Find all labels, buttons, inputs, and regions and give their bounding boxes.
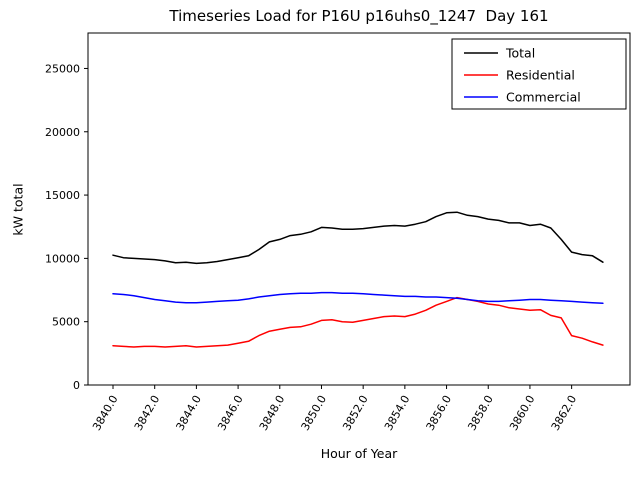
y-tick-label: 15000 bbox=[45, 189, 80, 202]
legend: Total Residential Commercial bbox=[451, 38, 627, 110]
chart-title: Timeseries Load for P16U p16uhs0_1247 Da… bbox=[169, 7, 549, 25]
x-tick-label: 3848.0 bbox=[257, 393, 288, 433]
x-tick-label: 3844.0 bbox=[173, 393, 204, 433]
x-tick-label: 3850.0 bbox=[299, 393, 330, 433]
legend-label: Total bbox=[505, 46, 535, 61]
axes-frame bbox=[87, 32, 631, 386]
series-line-residential bbox=[112, 296, 604, 348]
y-tick-label: 20000 bbox=[45, 126, 80, 139]
y-tick-label: 0 bbox=[73, 379, 80, 392]
x-tick-label: 3846.0 bbox=[215, 393, 246, 433]
x-tick-label: 3858.0 bbox=[465, 393, 496, 433]
y-tick-label: 10000 bbox=[45, 252, 80, 265]
x-tick-label: 3854.0 bbox=[382, 393, 413, 433]
series-line-total bbox=[112, 211, 604, 265]
x-tick-label: 3842.0 bbox=[132, 393, 163, 433]
y-tick-label: 25000 bbox=[45, 62, 80, 75]
x-axis-label: Hour of Year bbox=[320, 446, 398, 461]
series-line-commercial bbox=[112, 291, 604, 305]
x-tick-label: 3862.0 bbox=[549, 393, 580, 433]
x-tick-label: 3852.0 bbox=[340, 393, 371, 433]
x-tick-label: 3840.0 bbox=[90, 393, 121, 433]
legend-label: Residential bbox=[506, 68, 575, 83]
y-tick-label: 5000 bbox=[52, 316, 80, 329]
x-tick-label: 3860.0 bbox=[507, 393, 538, 433]
legend-label: Commercial bbox=[506, 90, 581, 105]
x-tick-label: 3856.0 bbox=[424, 393, 455, 433]
